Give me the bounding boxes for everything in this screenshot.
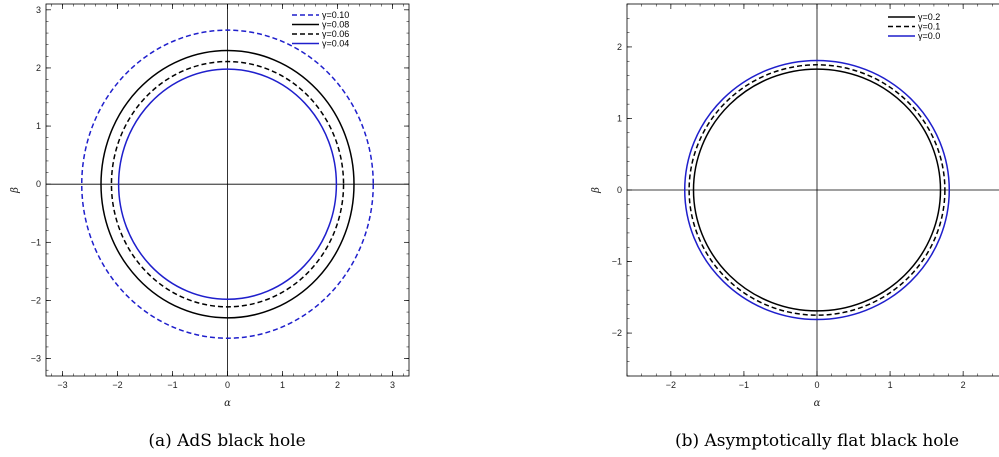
legend-label: γ=0.2 [918,12,940,22]
y-tick-label: 1 [36,121,41,131]
shadow-curve [117,68,338,301]
shadow-curve [683,59,951,321]
x-tick-label: 2 [335,380,340,390]
shadow-curve [81,29,374,339]
y-tick-label: −2 [612,328,622,338]
x-tick-label: 1 [888,380,893,390]
y-tick-label: 2 [617,42,622,52]
x-tick-label: −1 [739,380,749,390]
x-tick-label: −1 [167,380,177,390]
y-tick-label: 3 [36,5,41,15]
panel-asymptotically-flat-black-hole: −2 −1 0 1 2 −2 −1 0 1 2 α β γ=0.2γ=0.1γ=0.0 [591,3,999,409]
legend-label: γ=0.10 [322,10,349,20]
x-tick-label: 2 [961,380,966,390]
shadow-curve [110,60,345,308]
y-tick-label: −3 [31,354,41,364]
y-tick-label: −1 [31,237,41,247]
legend-label: γ=0.06 [322,29,349,39]
legend-label: γ=0.1 [918,22,940,32]
y-tick-label: 0 [617,185,622,195]
caption-b: (b) Asymptotically flat black hole [675,431,959,451]
panel-ads-black-hole: −3 −2 −1 0 1 2 3 −3 −2 −1 0 1 2 3 α β γ=0.10γ=0.08γ=0.06… [10,3,410,409]
y-tick-label: 2 [36,63,41,73]
y-tick-label: −1 [612,257,622,267]
x-tick-label: −2 [666,380,676,390]
x-axis-label: α [814,398,821,409]
legend-label: γ=0.08 [322,20,349,30]
x-tick-label: −3 [57,380,67,390]
caption-a: (a) AdS black hole [148,431,305,451]
x-axis-label: α [224,398,231,409]
legend-label: γ=0.0 [918,31,940,41]
shadow-curve [692,68,942,312]
shadow-curve [688,64,946,316]
x-tick-label: 0 [814,380,819,390]
legend: γ=0.2γ=0.1γ=0.0 [888,12,940,41]
legend: γ=0.10γ=0.08γ=0.06γ=0.04 [292,10,349,49]
legend-label: γ=0.04 [322,39,349,49]
y-tick-label: −2 [31,295,41,305]
x-tick-label: 1 [280,380,285,390]
x-tick-label: 3 [390,380,395,390]
y-axis-label: β [591,187,602,194]
x-tick-label: −2 [112,380,122,390]
y-axis-label: β [10,187,21,194]
shadow-curve [100,49,355,319]
y-tick-label: 1 [617,113,622,123]
x-tick-label: 0 [225,380,230,390]
y-tick-label: 0 [36,179,41,189]
